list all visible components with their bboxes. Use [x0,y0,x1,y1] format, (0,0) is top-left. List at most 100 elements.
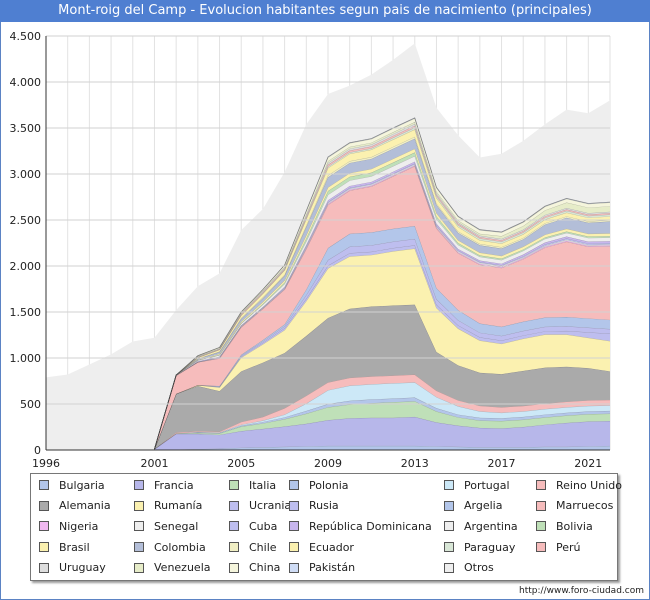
y-tick-label: 3.000 [10,168,42,181]
legend-swatch [229,521,239,532]
chart-plot: 0 500 1.000 1.500 2.000 2.500 3.000 3.500 4.000 4… [10,30,611,470]
series-area-italia [154,401,610,450]
legend-label: Bolivia [556,519,593,533]
legend-item: Pakistán [289,560,355,576]
legend: Bulgaria Francia Italia Polonia Portugal Rein… [30,473,622,581]
legend-item: Alemania [39,498,111,514]
legend-swatch [229,542,239,553]
x-tick-labels: 1996 2001 2005 2009 2013 2017 2021 [32,457,602,470]
legend-label: Rumanía [154,499,203,513]
series-area-rumanía [154,248,610,450]
legend-item: Ucrania [229,498,291,514]
legend-label: Marruecos [556,499,614,513]
legend-swatch [444,500,454,511]
legend-swatch [536,500,546,511]
legend-label: Paraguay [464,540,516,554]
legend-swatch [536,542,546,553]
legend-swatch [444,480,454,490]
legend-swatch [289,521,299,532]
legend-item: Paraguay [444,539,515,555]
legend-label: Nigeria [59,519,99,533]
legend-label: Colombia [154,540,206,554]
legend-item: Argentina [444,518,518,534]
legend-swatch [444,521,454,532]
legend-item: Bulgaria [39,477,105,493]
series-area-marruecos [154,166,610,450]
legend-label: Alemania [59,499,111,513]
legend-item: Rumanía [134,498,202,514]
y-tick-label: 2.500 [10,214,42,227]
legend-swatch [289,562,299,573]
legend-item: Rusia [289,498,339,514]
legend-item: Brasil [39,539,90,555]
legend-label: Argelia [464,499,503,513]
legend-item: República Dominicana [289,518,432,534]
legend-swatch [134,521,144,532]
legend-swatch [39,500,49,511]
legend-label: Ecuador [309,540,354,554]
legend-label: Pakistán [309,561,356,575]
legend-label: Senegal [154,519,199,533]
x-tick-label: 2017 [488,457,516,470]
series-edge-26 [154,117,611,450]
x-tick-label: 2001 [140,457,168,470]
legend-label: Perú [556,540,581,554]
series-edge-28 [154,117,611,450]
legend-label: República Dominicana [309,519,432,533]
legend-label: Cuba [249,519,278,533]
legend-label: Argentina [464,519,518,533]
legend-swatch [444,542,454,553]
legend-swatch [134,562,144,573]
legend-item: Nigeria [39,518,98,534]
legend-swatch [39,562,49,573]
legend-label: Portugal [464,478,510,492]
legend-label: Venezuela [154,561,211,575]
x-tick-label: 1996 [32,457,60,470]
chart-title: Mont-roig del Camp - Evolucion habitante… [58,3,592,18]
y-tick-label: 4.000 [10,76,42,89]
legend-swatch [289,542,299,553]
title-bar: Mont-roig del Camp - Evolucion habitante… [0,0,650,22]
legend-label: Uruguay [59,561,106,575]
legend-label: Polonia [309,478,349,492]
legend-item: Portugal [444,477,510,493]
y-tick-label: 0 [34,444,41,457]
legend-item: Perú [536,539,581,555]
legend-label: China [249,561,281,575]
horizontal-gridlines [46,35,610,405]
y-tick-label: 1.500 [10,306,42,319]
series-edge-27 [154,117,611,450]
legend-swatch [536,521,546,532]
source-url: http://www.foro-ciudad.com [519,586,644,596]
series-area-portugal [154,382,610,450]
legend-swatch [229,500,239,511]
y-tick-label: 3.500 [10,122,42,135]
y-tick-labels: 0 500 1.000 1.500 2.000 2.500 3.000 3.500 4.000 4… [10,30,42,457]
legend-item: Argelia [444,498,502,514]
legend-label: Brasil [59,540,90,554]
legend-swatch [134,500,144,511]
legend-item: Marruecos [536,498,613,514]
legend-item: Italia [229,477,276,493]
y-tick-label: 500 [20,398,41,411]
x-tick-label: 2021 [574,457,602,470]
legend-item: Polonia [289,477,349,493]
legend-label: Bulgaria [59,478,105,492]
x-tick-label: 2009 [314,457,342,470]
legend-label: Otros [464,561,494,575]
legend-label: Ucrania [249,499,292,513]
legend-swatch [289,480,299,490]
series-area-bulgaria [154,445,610,450]
legend-item: China [229,560,280,576]
legend-item: Ecuador [289,539,354,555]
legend-swatch [536,480,546,490]
legend-item: Colombia [134,539,206,555]
legend-item: Otros [444,560,494,576]
legend-swatch [444,562,454,573]
legend-swatch [39,542,49,553]
series-area-alemania [154,304,610,450]
legend-label: Italia [249,478,277,492]
legend-item: Venezuela [134,560,211,576]
legend-label: Chile [249,540,277,554]
series-area-francia [154,416,610,450]
